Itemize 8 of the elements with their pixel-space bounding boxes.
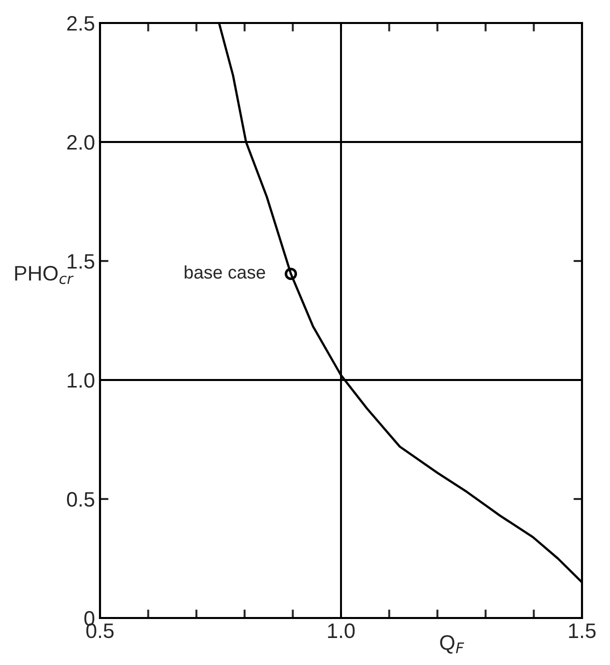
y-tick-label: 2.5 bbox=[67, 16, 94, 31]
x-axis-title: Q$_{F}$ bbox=[440, 635, 464, 654]
x-tick-label: 1.0 bbox=[328, 623, 355, 638]
x-tick-label: 1.5 bbox=[569, 624, 596, 638]
y-tick-label: 0.5 bbox=[66, 492, 94, 507]
annotation: base case bbox=[184, 265, 266, 279]
y-tick-label: 2.0 bbox=[67, 135, 94, 150]
y-tick-label: 1.0 bbox=[68, 373, 94, 388]
